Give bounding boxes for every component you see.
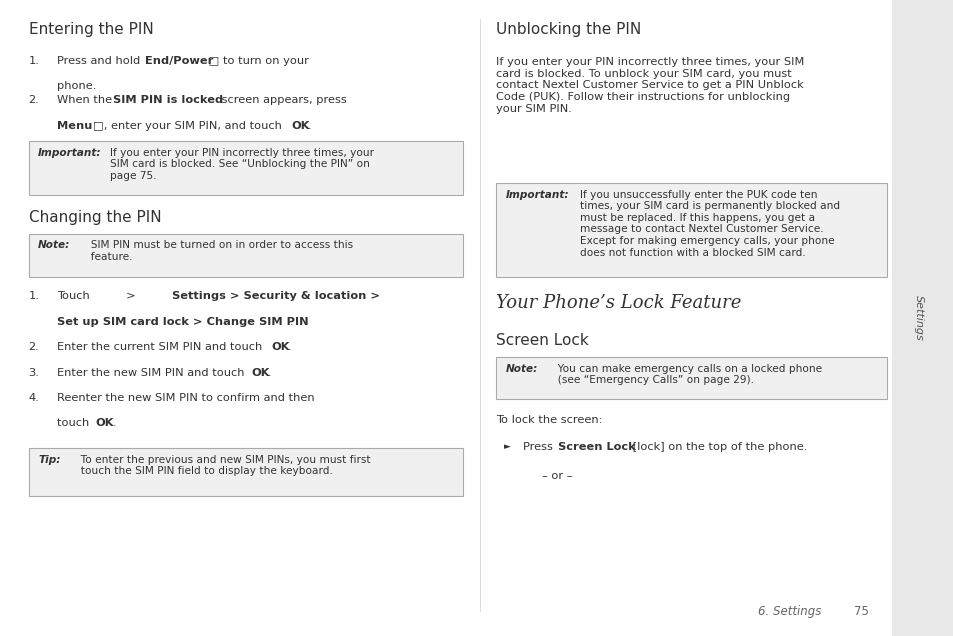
Text: Settings > Security & location >: Settings > Security & location > — [172, 291, 379, 301]
Text: Important:: Important: — [38, 148, 102, 158]
FancyBboxPatch shape — [29, 141, 462, 195]
Text: ►: ► — [503, 442, 510, 451]
Text: – or –: – or – — [541, 471, 572, 481]
Text: phone.: phone. — [57, 81, 96, 92]
Text: 1.: 1. — [29, 56, 39, 66]
Text: If you unsuccessfully enter the PUK code ten
times, your SIM card is permanently: If you unsuccessfully enter the PUK code… — [579, 190, 840, 258]
FancyBboxPatch shape — [891, 0, 953, 636]
Text: 2.: 2. — [29, 342, 39, 352]
Text: If you enter your PIN incorrectly three times, your SIM
card is blocked. To unbl: If you enter your PIN incorrectly three … — [496, 57, 803, 114]
Text: 2.: 2. — [29, 95, 39, 106]
Text: Press: Press — [522, 442, 556, 452]
Text: Changing the PIN: Changing the PIN — [29, 210, 161, 225]
Text: OK: OK — [271, 342, 289, 352]
Text: Note:: Note: — [505, 364, 537, 374]
Text: Settings: Settings — [913, 295, 923, 341]
Text: Important:: Important: — [505, 190, 569, 200]
Text: Set up SIM card lock > Change SIM PIN: Set up SIM card lock > Change SIM PIN — [57, 317, 309, 327]
Text: .: . — [290, 317, 294, 327]
Text: 75: 75 — [853, 605, 868, 618]
Text: screen appears, press: screen appears, press — [218, 95, 347, 106]
Text: When the: When the — [57, 95, 116, 106]
Text: Your Phone’s Lock Feature: Your Phone’s Lock Feature — [496, 294, 740, 312]
Text: SIM PIN must be turned on in order to access this
  feature.: SIM PIN must be turned on in order to ac… — [84, 240, 353, 262]
Text: OK: OK — [291, 121, 309, 131]
Text: You can make emergency calls on a locked phone
  (see “Emergency Calls” on page : You can make emergency calls on a locked… — [551, 364, 821, 385]
Text: To lock the screen:: To lock the screen: — [496, 415, 602, 425]
Text: Tip:: Tip: — [38, 455, 61, 465]
Text: Enter the new SIM PIN and touch: Enter the new SIM PIN and touch — [57, 368, 248, 378]
Text: OK: OK — [251, 368, 269, 378]
Text: touch: touch — [57, 418, 93, 429]
Text: Screen Lock: Screen Lock — [496, 333, 588, 348]
Text: Menu: Menu — [57, 121, 96, 131]
Text: Entering the PIN: Entering the PIN — [29, 22, 153, 38]
Text: End/Power: End/Power — [145, 56, 213, 66]
Text: If you enter your PIN incorrectly three times, your
SIM card is blocked. See “Un: If you enter your PIN incorrectly three … — [110, 148, 374, 181]
Text: [lock] on the top of the phone.: [lock] on the top of the phone. — [628, 442, 806, 452]
FancyBboxPatch shape — [29, 234, 462, 277]
Text: 1.: 1. — [29, 291, 39, 301]
Text: .: . — [308, 121, 312, 131]
Text: Enter the current SIM PIN and touch: Enter the current SIM PIN and touch — [57, 342, 266, 352]
Text: 3.: 3. — [29, 368, 39, 378]
Text: 6. Settings: 6. Settings — [758, 605, 821, 618]
Text: Screen Lock: Screen Lock — [558, 442, 635, 452]
Text: .: . — [288, 342, 292, 352]
Text: Touch          >: Touch > — [57, 291, 147, 301]
Text: □, enter your SIM PIN, and touch: □, enter your SIM PIN, and touch — [93, 121, 286, 131]
Text: SIM PIN is locked: SIM PIN is locked — [112, 95, 222, 106]
FancyBboxPatch shape — [29, 448, 462, 496]
Text: Unblocking the PIN: Unblocking the PIN — [496, 22, 640, 38]
Text: Note:: Note: — [38, 240, 71, 251]
Text: OK: OK — [95, 418, 113, 429]
Text: .: . — [268, 368, 272, 378]
Text: □ to turn on your: □ to turn on your — [205, 56, 309, 66]
FancyBboxPatch shape — [496, 183, 886, 277]
Text: Reenter the new SIM PIN to confirm and then: Reenter the new SIM PIN to confirm and t… — [57, 393, 314, 403]
FancyBboxPatch shape — [496, 357, 886, 399]
Text: To enter the previous and new SIM PINs, you must first
  touch the SIM PIN field: To enter the previous and new SIM PINs, … — [74, 455, 371, 476]
Text: 4.: 4. — [29, 393, 39, 403]
Text: .: . — [112, 418, 116, 429]
Text: Press and hold: Press and hold — [57, 56, 144, 66]
